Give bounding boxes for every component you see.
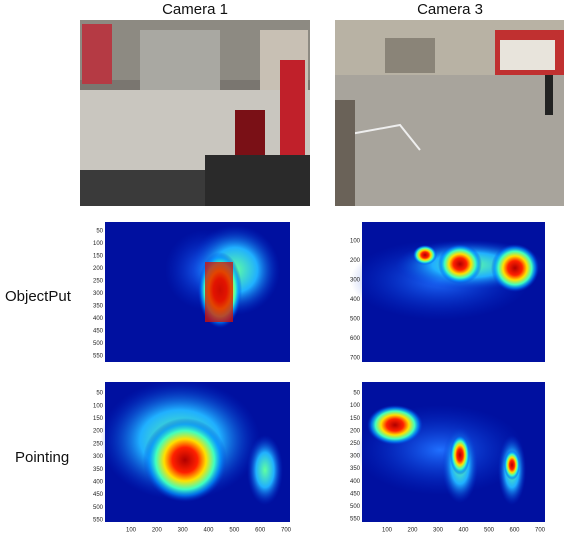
y-tick-label: 50 bbox=[96, 391, 103, 397]
y-tick-label: 200 bbox=[350, 428, 361, 434]
y-tick-label: 200 bbox=[93, 429, 104, 435]
row-label: ObjectPut bbox=[5, 288, 72, 305]
y-tick-label: 500 bbox=[93, 505, 104, 511]
y-tick-label: 250 bbox=[93, 441, 104, 447]
row-label: Pointing bbox=[15, 449, 69, 466]
x-tick-label: 100 bbox=[126, 528, 137, 534]
y-tick-label: 50 bbox=[353, 391, 360, 397]
x-tick-label: 500 bbox=[229, 528, 240, 534]
y-tick-label: 250 bbox=[93, 279, 104, 285]
y-tick-label: 700 bbox=[350, 356, 361, 362]
y-tick-label: 300 bbox=[93, 454, 104, 460]
y-tick-label: 100 bbox=[350, 403, 361, 409]
y-tick-label: 400 bbox=[350, 479, 361, 485]
y-tick-label: 100 bbox=[93, 403, 104, 409]
y-tick-label: 250 bbox=[350, 441, 361, 447]
x-tick-label: 100 bbox=[382, 528, 393, 534]
y-tick-label: 500 bbox=[350, 317, 361, 323]
camera-3-image bbox=[335, 20, 564, 206]
y-tick-label: 550 bbox=[93, 354, 104, 360]
heatmap bbox=[350, 222, 545, 362]
camera-title: Camera 3 bbox=[417, 1, 483, 18]
y-tick-label: 150 bbox=[93, 254, 104, 260]
y-tick-label: 300 bbox=[350, 278, 361, 284]
x-tick-label: 200 bbox=[152, 528, 163, 534]
heatmap bbox=[105, 222, 290, 362]
x-tick-label: 400 bbox=[203, 528, 214, 534]
y-tick-label: 600 bbox=[350, 336, 361, 342]
y-tick-label: 550 bbox=[93, 518, 104, 524]
y-tick-label: 400 bbox=[350, 297, 361, 303]
x-tick-label: 500 bbox=[484, 528, 495, 534]
y-tick-label: 150 bbox=[93, 416, 104, 422]
y-tick-label: 300 bbox=[350, 454, 361, 460]
y-tick-label: 550 bbox=[350, 517, 361, 523]
y-tick-label: 450 bbox=[93, 492, 104, 498]
y-tick-label: 150 bbox=[350, 416, 361, 422]
x-tick-label: 300 bbox=[178, 528, 189, 534]
y-tick-label: 500 bbox=[350, 504, 361, 510]
x-tick-label: 700 bbox=[281, 528, 292, 534]
y-tick-label: 450 bbox=[350, 491, 361, 497]
y-tick-label: 100 bbox=[350, 239, 361, 245]
x-tick-label: 400 bbox=[458, 528, 469, 534]
y-tick-label: 450 bbox=[93, 329, 104, 335]
x-tick-label: 600 bbox=[509, 528, 520, 534]
y-tick-label: 200 bbox=[93, 266, 104, 272]
y-tick-label: 50 bbox=[96, 229, 103, 235]
y-tick-label: 350 bbox=[93, 467, 104, 473]
y-tick-label: 350 bbox=[350, 466, 361, 472]
figure: Camera 1 Camera 3 ObjectPut Pointing bbox=[0, 0, 564, 538]
y-tick-label: 100 bbox=[93, 241, 104, 247]
x-tick-label: 200 bbox=[407, 528, 418, 534]
y-tick-label: 200 bbox=[350, 258, 361, 264]
camera-title: Camera 1 bbox=[162, 1, 228, 18]
heatmap bbox=[355, 382, 545, 522]
heatmap bbox=[100, 380, 290, 522]
y-tick-label: 500 bbox=[93, 341, 104, 347]
y-tick-label: 350 bbox=[93, 304, 104, 310]
x-tick-label: 700 bbox=[535, 528, 546, 534]
x-tick-label: 600 bbox=[255, 528, 266, 534]
y-tick-label: 400 bbox=[93, 479, 104, 485]
y-tick-label: 300 bbox=[93, 291, 104, 297]
x-tick-label: 300 bbox=[433, 528, 444, 534]
y-tick-label: 400 bbox=[93, 316, 104, 322]
camera-1-image bbox=[80, 20, 310, 206]
